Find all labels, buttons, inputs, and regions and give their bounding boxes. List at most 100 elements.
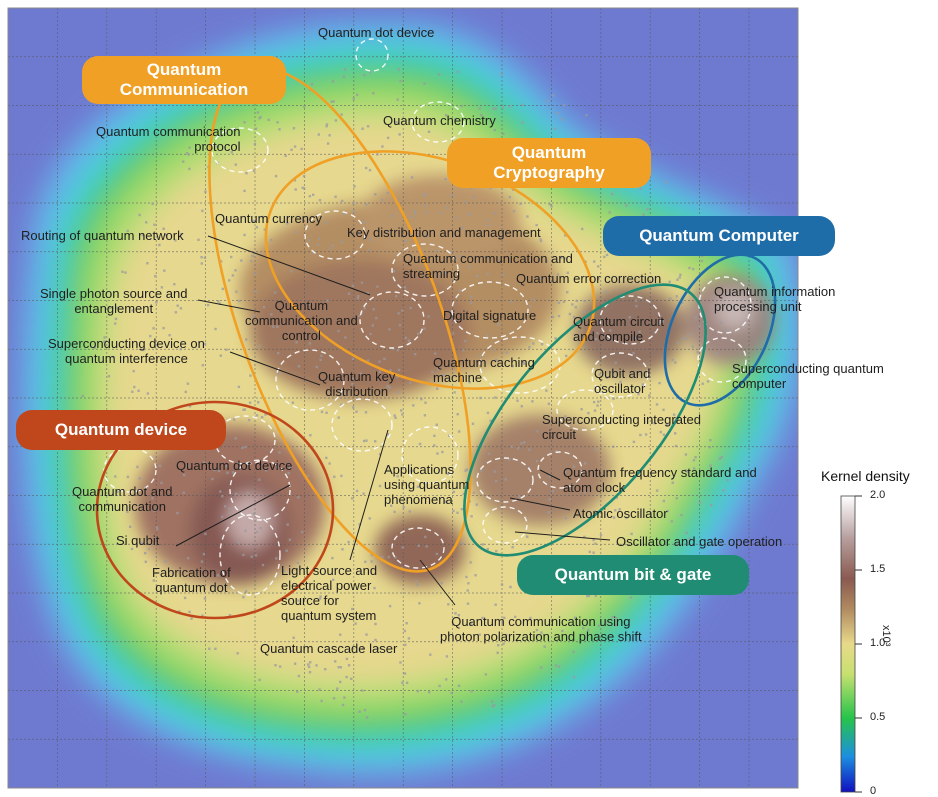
document-point (273, 291, 277, 294)
document-point (306, 474, 310, 477)
document-point (366, 125, 370, 128)
colorbar-tick-label: 0.5 (870, 711, 886, 723)
sub-cluster-ellipse (304, 210, 366, 260)
document-point (200, 560, 204, 563)
document-point (340, 240, 344, 244)
density-peak (225, 490, 275, 550)
document-point (270, 238, 273, 242)
document-point (393, 510, 396, 514)
document-point (324, 221, 328, 224)
sub-cluster-ellipse (359, 291, 425, 349)
document-point (309, 661, 312, 664)
document-point (594, 448, 597, 451)
document-point (528, 345, 531, 349)
document-point (674, 361, 677, 364)
document-point (415, 579, 418, 583)
document-point (449, 250, 452, 254)
document-point (312, 193, 315, 196)
document-point (116, 306, 119, 310)
document-point (151, 497, 154, 500)
document-point (230, 255, 233, 259)
document-point (604, 621, 608, 624)
document-point (182, 473, 186, 477)
document-point (630, 532, 633, 536)
document-point (505, 351, 508, 354)
document-point (466, 589, 469, 592)
document-point (486, 547, 489, 551)
document-point (409, 306, 412, 310)
document-point (435, 423, 438, 426)
document-point (720, 456, 723, 459)
document-point (532, 342, 535, 345)
document-point (688, 537, 691, 540)
document-point (130, 547, 134, 551)
document-point (494, 480, 498, 483)
document-point (564, 470, 567, 473)
colorbar-tick-label: 1.5 (870, 563, 886, 575)
document-point (596, 404, 599, 407)
document-point (592, 551, 595, 554)
document-point (468, 265, 471, 269)
document-point (374, 622, 377, 626)
document-point (499, 260, 502, 263)
document-point (471, 422, 475, 425)
document-point (383, 357, 386, 361)
document-point (586, 594, 589, 598)
document-point (485, 256, 488, 259)
document-point (529, 616, 532, 620)
document-point (475, 503, 478, 506)
document-point (694, 316, 697, 319)
document-point (642, 213, 645, 216)
colorbar-tick-label: 1.0 (870, 637, 886, 649)
document-point (548, 475, 552, 478)
document-point (397, 312, 400, 315)
document-point (562, 300, 566, 303)
document-point (253, 142, 257, 146)
document-point (389, 369, 392, 372)
document-point (234, 269, 237, 272)
document-point (337, 416, 340, 419)
document-point (669, 297, 672, 300)
document-point (502, 273, 505, 276)
document-point (190, 617, 193, 620)
document-point (294, 188, 297, 191)
document-point (486, 273, 489, 276)
document-point (285, 549, 288, 552)
document-point (724, 328, 727, 331)
document-point (563, 104, 566, 107)
document-point (358, 710, 361, 713)
document-point (387, 433, 390, 436)
leader-line (539, 469, 561, 481)
document-point (470, 515, 473, 518)
document-point (291, 401, 295, 404)
document-point (675, 295, 678, 298)
document-point (350, 677, 353, 680)
document-point (365, 439, 368, 442)
document-point (365, 203, 368, 206)
document-point (547, 511, 550, 514)
document-point (504, 633, 508, 637)
document-point (439, 273, 442, 276)
document-point (522, 360, 525, 364)
document-point (126, 475, 130, 479)
document-point (295, 341, 298, 344)
document-point (414, 212, 417, 215)
colorbar (840, 495, 856, 793)
document-point (300, 147, 303, 151)
document-point (417, 332, 420, 336)
document-point (413, 353, 417, 356)
document-point (461, 542, 464, 545)
document-point (465, 575, 468, 579)
document-point (362, 492, 365, 495)
sub-cluster-ellipse (476, 457, 534, 503)
document-point (163, 269, 166, 272)
document-point (376, 153, 379, 156)
document-point (681, 337, 684, 340)
document-point (387, 555, 390, 559)
document-point (378, 484, 382, 488)
document-point (316, 243, 320, 246)
document-point (293, 179, 297, 182)
document-point (247, 418, 251, 422)
document-point (502, 642, 505, 645)
document-point (529, 305, 532, 308)
